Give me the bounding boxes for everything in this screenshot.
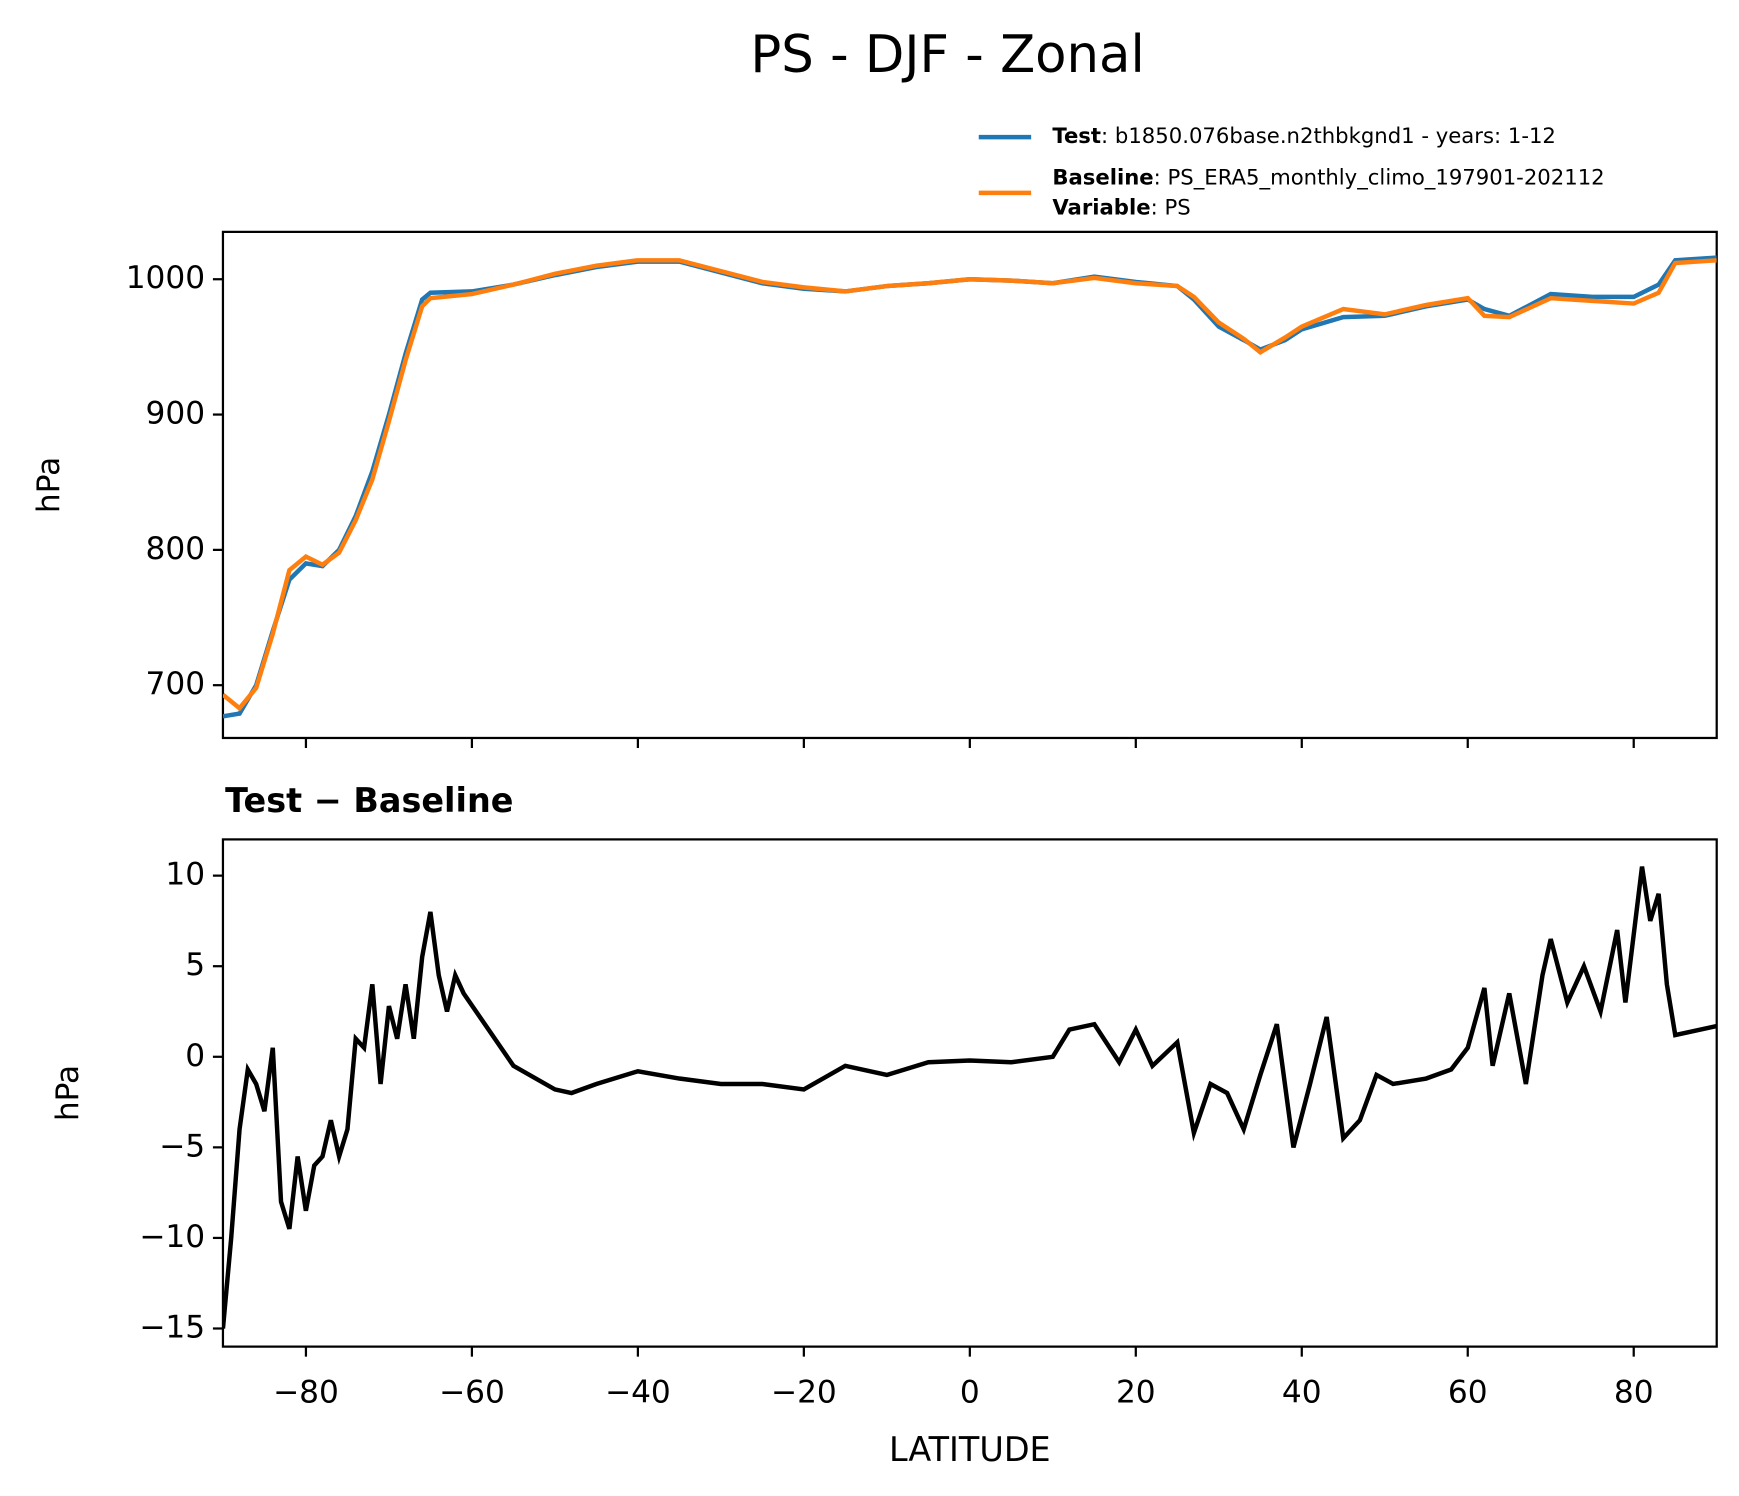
- y-tick-label: 700: [146, 666, 206, 702]
- panel-title: Test − Baseline: [225, 781, 513, 820]
- x-axis-label: LATITUDE: [889, 1430, 1051, 1469]
- y-tick-label: 5: [185, 947, 205, 983]
- y-tick-label: −10: [139, 1219, 205, 1255]
- x-tick-label: −80: [273, 1374, 339, 1410]
- y-tick-label: −5: [159, 1128, 205, 1164]
- x-tick-label: 80: [1614, 1374, 1654, 1410]
- data-line: [222, 258, 1717, 712]
- x-tick-label: 0: [960, 1374, 980, 1410]
- legend-description: : b1850.076base.n2thbkgnd1 - years: 1-12: [1101, 123, 1556, 148]
- legend-entry: Test: b1850.076base.n2thbkgnd1 - years: …: [1052, 123, 1556, 148]
- legend-entry: Baseline: PS_ERA5_monthly_climo_197901-2…: [1052, 164, 1604, 190]
- figure-title: PS - DJF - Zonal: [750, 25, 1144, 85]
- plot-frame: [221, 230, 1718, 740]
- y-tick-label: 10: [165, 857, 205, 893]
- y-tick-label: 0: [185, 1038, 205, 1074]
- y-tick-label: 900: [146, 396, 206, 432]
- legend-description: : PS_ERA5_monthly_climo_197901-202112: [1154, 164, 1605, 190]
- data-line: [222, 866, 1717, 1329]
- x-tick-label: 60: [1448, 1374, 1488, 1410]
- plot-frame: [221, 838, 1718, 1348]
- y-axis-label: hPa: [50, 1065, 86, 1121]
- x-tick-label: 40: [1282, 1374, 1322, 1410]
- y-tick-label: −15: [139, 1310, 205, 1346]
- x-tick-label: −60: [439, 1374, 505, 1410]
- data-line: [222, 255, 1717, 719]
- legend-name: Variable: [1052, 194, 1150, 219]
- legend-entry: Variable: PS: [1052, 194, 1190, 219]
- y-axis-label: hPa: [31, 457, 67, 513]
- x-tick-label: −20: [771, 1374, 837, 1410]
- x-tick-label: 20: [1116, 1374, 1156, 1410]
- x-tick-label: −40: [605, 1374, 671, 1410]
- y-tick-label: 1000: [126, 260, 205, 296]
- legend-description: : PS: [1151, 194, 1191, 219]
- legend-name: Test: [1052, 123, 1101, 148]
- y-tick-label: 800: [146, 531, 206, 567]
- legend-name: Baseline: [1052, 164, 1153, 189]
